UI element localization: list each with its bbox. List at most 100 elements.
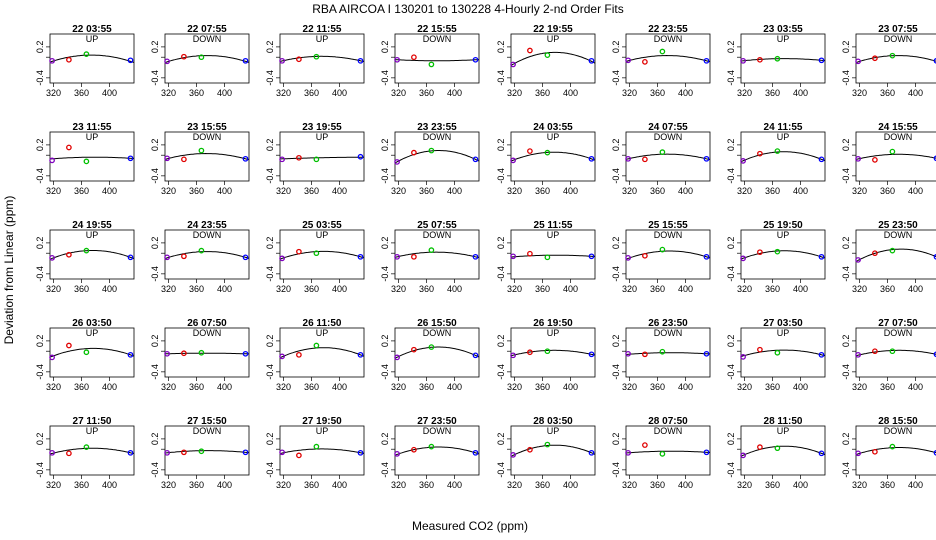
standard-point [313, 342, 320, 349]
panel-title: 22 23:55 [648, 24, 688, 35]
panel-title: 24 23:55 [187, 220, 227, 231]
x-tick-label: 400 [332, 284, 347, 294]
standard-point [411, 149, 417, 156]
panel-title: 25 15:55 [648, 220, 688, 231]
panel-title: 23 03:55 [763, 24, 803, 35]
x-tick-label: 400 [678, 284, 693, 294]
y-tick-label: -0.4 [841, 364, 851, 380]
standard-point [818, 156, 825, 163]
y-tick-label: 0.2 [35, 237, 45, 250]
standard-point [394, 451, 400, 457]
panel-frame [394, 327, 480, 378]
x-tick-label: 400 [217, 382, 232, 392]
x-tick-label: 360 [880, 88, 895, 98]
standard-point [127, 351, 134, 358]
x-tick-label: 320 [276, 186, 291, 196]
panel-frame [394, 425, 480, 476]
panel-frame [49, 131, 135, 182]
panel-direction: UP [86, 328, 99, 338]
panel-title: 24 15:55 [878, 122, 918, 133]
standard-point [872, 250, 878, 257]
x-tick-label: 360 [304, 284, 319, 294]
x-tick-label: 360 [189, 88, 204, 98]
fit-curve [49, 156, 135, 160]
y-tick-label: -0.4 [726, 168, 736, 184]
x-tick-label: 400 [447, 88, 462, 98]
y-tick-label: -0.4 [726, 266, 736, 282]
standard-point [428, 61, 435, 68]
panel-direction: UP [316, 34, 329, 44]
y-tick-label: 0.2 [35, 433, 45, 446]
x-tick-label: 400 [332, 480, 347, 490]
x-tick-label: 360 [74, 186, 89, 196]
panel-direction: DOWN [193, 426, 222, 436]
panel-title: 28 15:50 [878, 416, 918, 427]
panel-frame [625, 425, 711, 476]
x-tick-label: 360 [535, 480, 550, 490]
x-tick-label: 400 [102, 284, 117, 294]
standard-point [83, 444, 90, 450]
standard-point [774, 148, 781, 154]
y-tick-label: 0.2 [150, 41, 160, 54]
x-tick-label: 400 [447, 186, 462, 196]
standard-point [588, 155, 595, 162]
y-tick-label: -0.4 [496, 364, 506, 380]
panel-direction: DOWN [884, 132, 913, 142]
standard-point [625, 155, 631, 162]
fit-curve [510, 444, 596, 457]
x-tick-label: 400 [217, 88, 232, 98]
panel-direction: DOWN [423, 132, 452, 142]
standard-point [279, 353, 285, 360]
fit-curve [279, 250, 365, 260]
standard-point [510, 452, 516, 458]
panel-direction: UP [86, 34, 99, 44]
x-tick-label: 360 [189, 284, 204, 294]
x-tick-label: 320 [737, 284, 752, 294]
panel-title: 24 11:55 [764, 122, 803, 133]
standard-point [703, 253, 710, 260]
x-tick-label: 320 [737, 186, 752, 196]
standard-point [428, 443, 435, 450]
fit-curve [510, 349, 596, 357]
standard-point [818, 450, 825, 457]
x-tick-label: 400 [563, 382, 578, 392]
standard-point [659, 149, 666, 155]
panel-frame [394, 229, 480, 280]
panel-direction: DOWN [884, 328, 913, 338]
y-tick-label: 0.2 [841, 139, 851, 152]
panel-frame [394, 131, 480, 182]
standard-point [127, 254, 134, 261]
standard-point [642, 442, 648, 448]
x-tick-label: 400 [678, 480, 693, 490]
standard-point [472, 253, 479, 260]
panel-direction: UP [777, 34, 790, 44]
fit-curve [164, 450, 250, 454]
fit-curve [49, 54, 135, 63]
panel-title: 26 19:50 [533, 318, 573, 329]
standard-point [296, 56, 302, 63]
standard-point [544, 441, 551, 448]
fit-curve [625, 153, 711, 161]
fit-curve [740, 445, 826, 457]
y-tick-label: 0.2 [496, 335, 506, 348]
standard-point [757, 150, 763, 157]
y-tick-label: 0.2 [35, 139, 45, 152]
x-tick-label: 400 [563, 480, 578, 490]
panel-direction: DOWN [884, 426, 913, 436]
panel-direction: UP [316, 230, 329, 240]
y-tick-label: 0.2 [496, 237, 506, 250]
x-tick-label: 400 [793, 88, 808, 98]
y-tick-label: -0.4 [380, 70, 390, 86]
panel-direction: UP [547, 132, 560, 142]
x-tick-label: 360 [535, 284, 550, 294]
standard-point [588, 253, 595, 260]
x-tick-label: 360 [535, 186, 550, 196]
y-tick-label: 0.2 [35, 41, 45, 54]
x-tick-label: 360 [765, 480, 780, 490]
y-tick-label: -0.4 [380, 364, 390, 380]
